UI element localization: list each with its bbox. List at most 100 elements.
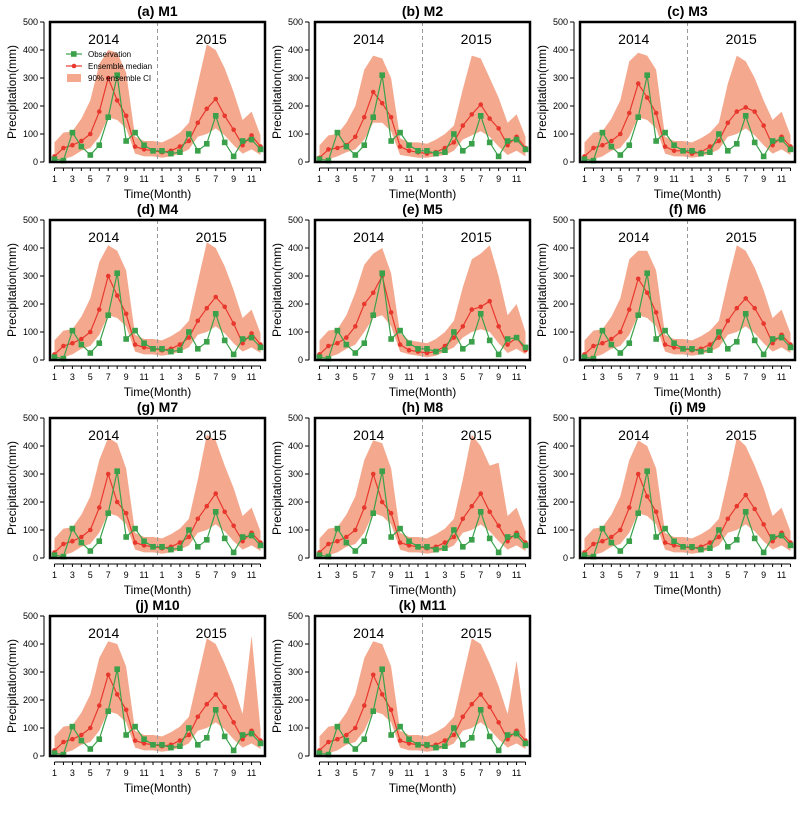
y-tick-label: 400 — [288, 639, 303, 649]
x-axis-label: Time(Month) — [654, 385, 722, 399]
median-point — [61, 343, 66, 349]
ci-band — [319, 245, 526, 359]
observation-point — [617, 548, 624, 554]
year-label: 2014 — [353, 31, 384, 47]
median-point — [213, 294, 219, 300]
observation-point — [168, 546, 174, 553]
observation-point — [177, 347, 183, 353]
median-point — [734, 503, 740, 509]
median-point — [361, 114, 367, 120]
median-point — [469, 701, 475, 707]
median-point — [716, 138, 722, 144]
x-tick-label: 1 — [52, 372, 57, 382]
observation-point — [51, 156, 58, 162]
ci-band — [54, 434, 261, 557]
observation-point — [460, 346, 466, 352]
x-tick-label: 9 — [231, 372, 236, 382]
median-line — [319, 274, 526, 355]
observation-point — [451, 329, 457, 335]
x-tick-label: 11 — [512, 174, 521, 184]
x-tick-label: 3 — [600, 372, 605, 382]
observation-point — [361, 736, 368, 742]
observation-point — [644, 468, 650, 474]
y-tick-label: 100 — [23, 327, 38, 337]
observation-point — [397, 129, 403, 136]
median-point — [725, 120, 731, 126]
observation-point — [388, 336, 394, 342]
observation-point — [477, 707, 484, 713]
median-point — [379, 692, 385, 697]
median-point — [662, 144, 668, 149]
plot-frame — [48, 20, 267, 164]
plot-frame — [48, 416, 267, 560]
year-label: 2015 — [726, 427, 757, 443]
panel-title: (k) M11 — [399, 597, 447, 613]
median-point — [644, 494, 650, 499]
x-tick-label: 3 — [70, 570, 75, 580]
observation-point — [343, 143, 350, 150]
y-tick-label: 200 — [288, 299, 303, 309]
observation-point — [733, 339, 740, 345]
y-tick-label: 400 — [23, 45, 38, 55]
observation-point — [257, 542, 264, 549]
median-point — [204, 305, 210, 311]
observation-point — [203, 537, 210, 543]
x-tick-label: 7 — [213, 174, 218, 184]
median-point — [141, 345, 147, 350]
observation-point — [733, 141, 740, 147]
year-label: 2015 — [461, 31, 492, 47]
observation-point — [671, 538, 677, 544]
y-tick-label: 500 — [23, 413, 38, 423]
y-tick-label: 100 — [288, 327, 303, 337]
observation-point — [451, 527, 457, 533]
x-tick-label: 7 — [743, 372, 748, 382]
x-tick-label: 7 — [636, 372, 641, 382]
median-point — [141, 147, 147, 152]
observation-point — [751, 535, 758, 542]
observation-point — [522, 542, 529, 549]
panel-title: (e) M5 — [402, 201, 443, 217]
observation-point — [468, 537, 475, 543]
observation-point — [626, 538, 633, 544]
x-tick-label: 1 — [582, 570, 587, 580]
observation-point — [141, 142, 147, 148]
median-point — [370, 672, 376, 678]
observation-point — [186, 527, 192, 533]
x-tick-label: 7 — [478, 768, 483, 778]
ci-band — [319, 55, 526, 161]
observation-point — [370, 114, 377, 120]
y-tick-label: 500 — [553, 17, 568, 27]
x-tick-label: 3 — [442, 372, 447, 382]
observation-point — [177, 149, 183, 155]
x-tick-label: 5 — [88, 174, 93, 184]
median-point — [487, 116, 492, 121]
x-axis: 1 3 5 7 9 11 1 3 5 7 9 11 — [52, 365, 262, 382]
x-tick-label: 5 — [460, 372, 465, 382]
median-point — [487, 298, 492, 304]
median-point — [388, 707, 394, 713]
observation-point — [186, 329, 192, 335]
observation-point — [105, 708, 112, 714]
median-point — [96, 505, 102, 510]
observation-point — [132, 525, 138, 532]
observation-point — [769, 534, 776, 540]
observation-point — [51, 552, 58, 558]
y-tick-label: 100 — [23, 525, 38, 535]
observation-point — [725, 148, 731, 154]
ci-band — [54, 44, 261, 161]
observation-point — [468, 735, 475, 741]
observation-point — [343, 539, 350, 546]
y-axis: 0 100 200 300 400 500 — [288, 611, 310, 761]
observation-point — [486, 535, 493, 542]
observation-point — [477, 113, 484, 119]
x-tick-label: 7 — [371, 174, 376, 184]
plot-frame — [313, 218, 532, 362]
observation-point — [689, 346, 695, 352]
observation-point — [653, 336, 659, 342]
observation-point — [495, 549, 502, 556]
median-point — [195, 120, 201, 126]
x-tick-label: 9 — [761, 570, 766, 580]
median-point — [132, 540, 138, 545]
observation-point — [141, 736, 147, 742]
median-point — [213, 96, 219, 102]
